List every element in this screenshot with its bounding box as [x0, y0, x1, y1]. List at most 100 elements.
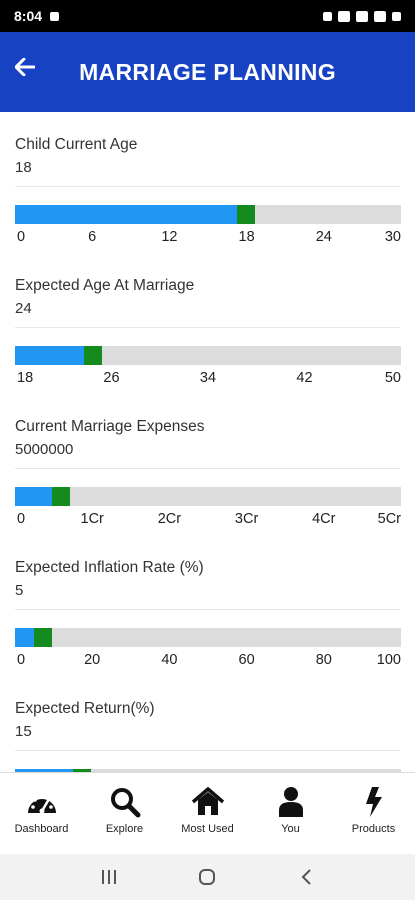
person-icon — [274, 785, 308, 819]
field-value[interactable]: 5000000 — [15, 441, 74, 458]
wifi-icon — [338, 10, 350, 22]
inflation-slider[interactable] — [15, 628, 401, 647]
slider-track — [15, 769, 401, 772]
nav-you[interactable]: You — [249, 773, 332, 854]
field-label: Expected Age At Marriage — [15, 277, 195, 294]
tick-label: 0 — [17, 511, 26, 527]
slider-ticks: 18 26 34 42 50 — [15, 370, 401, 388]
gallery-notification-icon — [50, 11, 60, 21]
tick-label: 24 — [315, 229, 332, 245]
nav-dashboard[interactable]: Dashboard — [0, 773, 83, 854]
tick-label: 4Cr — [312, 511, 336, 527]
slider-fill — [15, 769, 73, 772]
slider-thumb[interactable] — [237, 205, 255, 224]
tick-label: 18 — [238, 229, 255, 245]
app-bar: MARRIAGE PLANNING — [0, 32, 415, 112]
tick-label: 2Cr — [157, 511, 182, 527]
nav-label: Dashboard — [14, 823, 69, 835]
home-icon — [191, 785, 225, 819]
tick-label: 50 — [384, 370, 401, 386]
back-button[interactable] — [12, 54, 38, 80]
field-expected-return: Expected Return(%) 15 — [0, 676, 415, 772]
signal-icon — [356, 10, 368, 22]
tick-label: 12 — [161, 229, 178, 245]
page-title: MARRIAGE PLANNING — [79, 58, 336, 85]
nav-label: Explore — [105, 823, 144, 835]
status-icons — [323, 10, 401, 22]
tick-label: 3Cr — [234, 511, 259, 527]
recents-icon — [102, 870, 117, 884]
form-content: Child Current Age 18 0 6 12 18 24 30 Expected… — [0, 112, 415, 772]
tick-label: 34 — [199, 370, 217, 386]
tick-label: 60 — [238, 652, 255, 668]
status-time: 8:04 — [14, 8, 43, 24]
marriage-age-slider[interactable] — [15, 346, 401, 365]
system-nav-bar — [0, 854, 415, 900]
slider-track — [15, 346, 401, 365]
nav-explore[interactable]: Explore — [83, 773, 166, 854]
divider — [15, 186, 400, 187]
nav-products[interactable]: Products — [332, 773, 415, 854]
battery-icon — [392, 11, 401, 21]
nav-label: Most Used — [181, 823, 234, 835]
field-expected-inflation-rate: Expected Inflation Rate (%) 5 0 20 40 60 80 1… — [0, 535, 415, 676]
slider-thumb[interactable] — [73, 769, 91, 772]
slider-ticks: 0 1Cr 2Cr 3Cr 4Cr 5Cr — [15, 511, 401, 529]
field-value[interactable]: 24 — [15, 300, 32, 317]
divider — [15, 468, 400, 469]
alarm-icon — [323, 11, 332, 21]
divider — [15, 609, 400, 610]
divider — [15, 327, 400, 328]
search-icon — [108, 785, 142, 819]
dashboard-icon — [25, 785, 59, 819]
status-bar: 8:04 — [0, 0, 415, 32]
home-button[interactable] — [187, 862, 227, 892]
tick-label: 5Cr — [377, 511, 401, 527]
return-slider[interactable] — [15, 769, 401, 772]
field-label: Current Marriage Expenses — [15, 418, 205, 435]
age-slider[interactable] — [15, 205, 401, 224]
slider-ticks: 0 6 12 18 24 30 — [15, 229, 401, 247]
slider-ticks: 0 20 40 60 80 100 — [15, 652, 401, 670]
slider-fill — [15, 628, 34, 647]
tick-label: 80 — [315, 652, 332, 668]
bottom-nav: Dashboard Explore Most Used You — [0, 772, 415, 854]
slider-thumb[interactable] — [52, 487, 70, 506]
tick-label: 1Cr — [80, 511, 104, 527]
tick-label: 42 — [296, 370, 313, 386]
slider-thumb[interactable] — [34, 628, 52, 647]
slider-fill — [15, 346, 84, 365]
home-circle-icon — [199, 869, 216, 885]
field-value[interactable]: 15 — [15, 723, 32, 740]
slider-track — [15, 628, 401, 647]
field-child-current-age: Child Current Age 18 0 6 12 18 24 30 — [0, 112, 415, 253]
slider-fill — [15, 205, 237, 224]
nav-most-used[interactable]: Most Used — [166, 773, 249, 854]
nav-label: Products — [351, 823, 396, 835]
signal-2-icon — [374, 10, 386, 22]
tick-label: 26 — [103, 370, 120, 386]
nav-label: You — [281, 823, 300, 835]
field-value[interactable]: 18 — [15, 159, 32, 176]
field-value[interactable]: 5 — [15, 582, 24, 599]
tick-label: 40 — [161, 652, 178, 668]
expenses-slider[interactable] — [15, 487, 401, 506]
tick-label: 100 — [376, 652, 401, 668]
tick-label: 18 — [17, 370, 34, 386]
field-label: Expected Inflation Rate (%) — [15, 559, 204, 576]
bolt-icon — [357, 785, 391, 819]
chevron-left-icon — [301, 869, 311, 885]
field-current-marriage-expenses: Current Marriage Expenses 5000000 0 1Cr 2C… — [0, 394, 415, 535]
tick-label: 20 — [84, 652, 101, 668]
divider — [15, 750, 400, 751]
recents-button[interactable] — [89, 862, 129, 892]
system-back-button[interactable] — [286, 862, 326, 892]
tick-label: 6 — [88, 229, 97, 245]
tick-label: 0 — [17, 652, 26, 668]
field-label: Expected Return(%) — [15, 700, 155, 717]
slider-fill — [15, 487, 52, 506]
field-label: Child Current Age — [15, 136, 138, 153]
tick-label: 30 — [384, 229, 401, 245]
slider-thumb[interactable] — [84, 346, 102, 365]
field-expected-age-at-marriage: Expected Age At Marriage 24 18 26 34 42 50 — [0, 253, 415, 394]
